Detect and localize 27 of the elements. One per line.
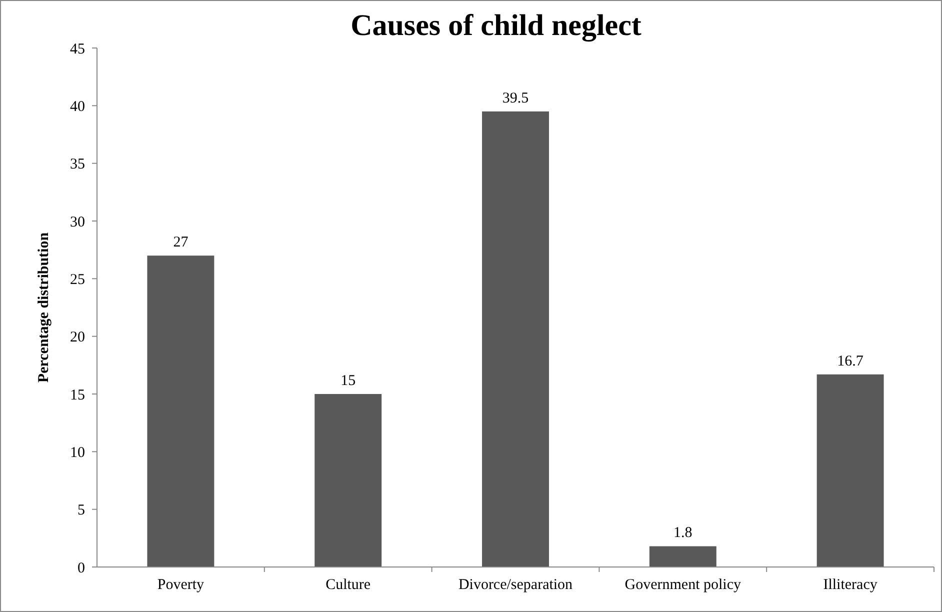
data-label: 16.7 [837,353,864,370]
y-tick-label: 0 [78,560,85,576]
x-tick-label: Divorce/separation [458,577,574,593]
x-tick-label: Government policy [624,577,742,593]
data-label: 39.5 [502,90,529,106]
y-tick-label: 5 [78,502,85,519]
y-tick-label: 10 [70,444,85,461]
bar [649,546,716,567]
x-tick-label: Illiteracy [823,577,878,593]
y-tick-label: 15 [70,387,85,404]
y-tick-label: 30 [70,214,85,230]
data-label: 15 [340,373,356,389]
bar [482,111,549,567]
y-tick-label: 25 [70,272,85,288]
data-label: 27 [173,234,189,251]
bar [147,256,214,567]
data-label: 1.8 [674,525,692,542]
y-tick-label: 40 [70,98,85,115]
x-tick-label: Culture [326,577,371,593]
x-tick-label: Poverty [157,577,205,593]
bar [314,394,382,567]
y-tick-label: 45 [70,41,85,58]
bar [816,374,884,567]
y-tick-label: 20 [70,330,85,346]
y-axis-title: Percentage distribution [36,232,52,383]
y-tick-label: 35 [70,156,85,173]
chart-title: Causes of child neglect [350,9,642,42]
